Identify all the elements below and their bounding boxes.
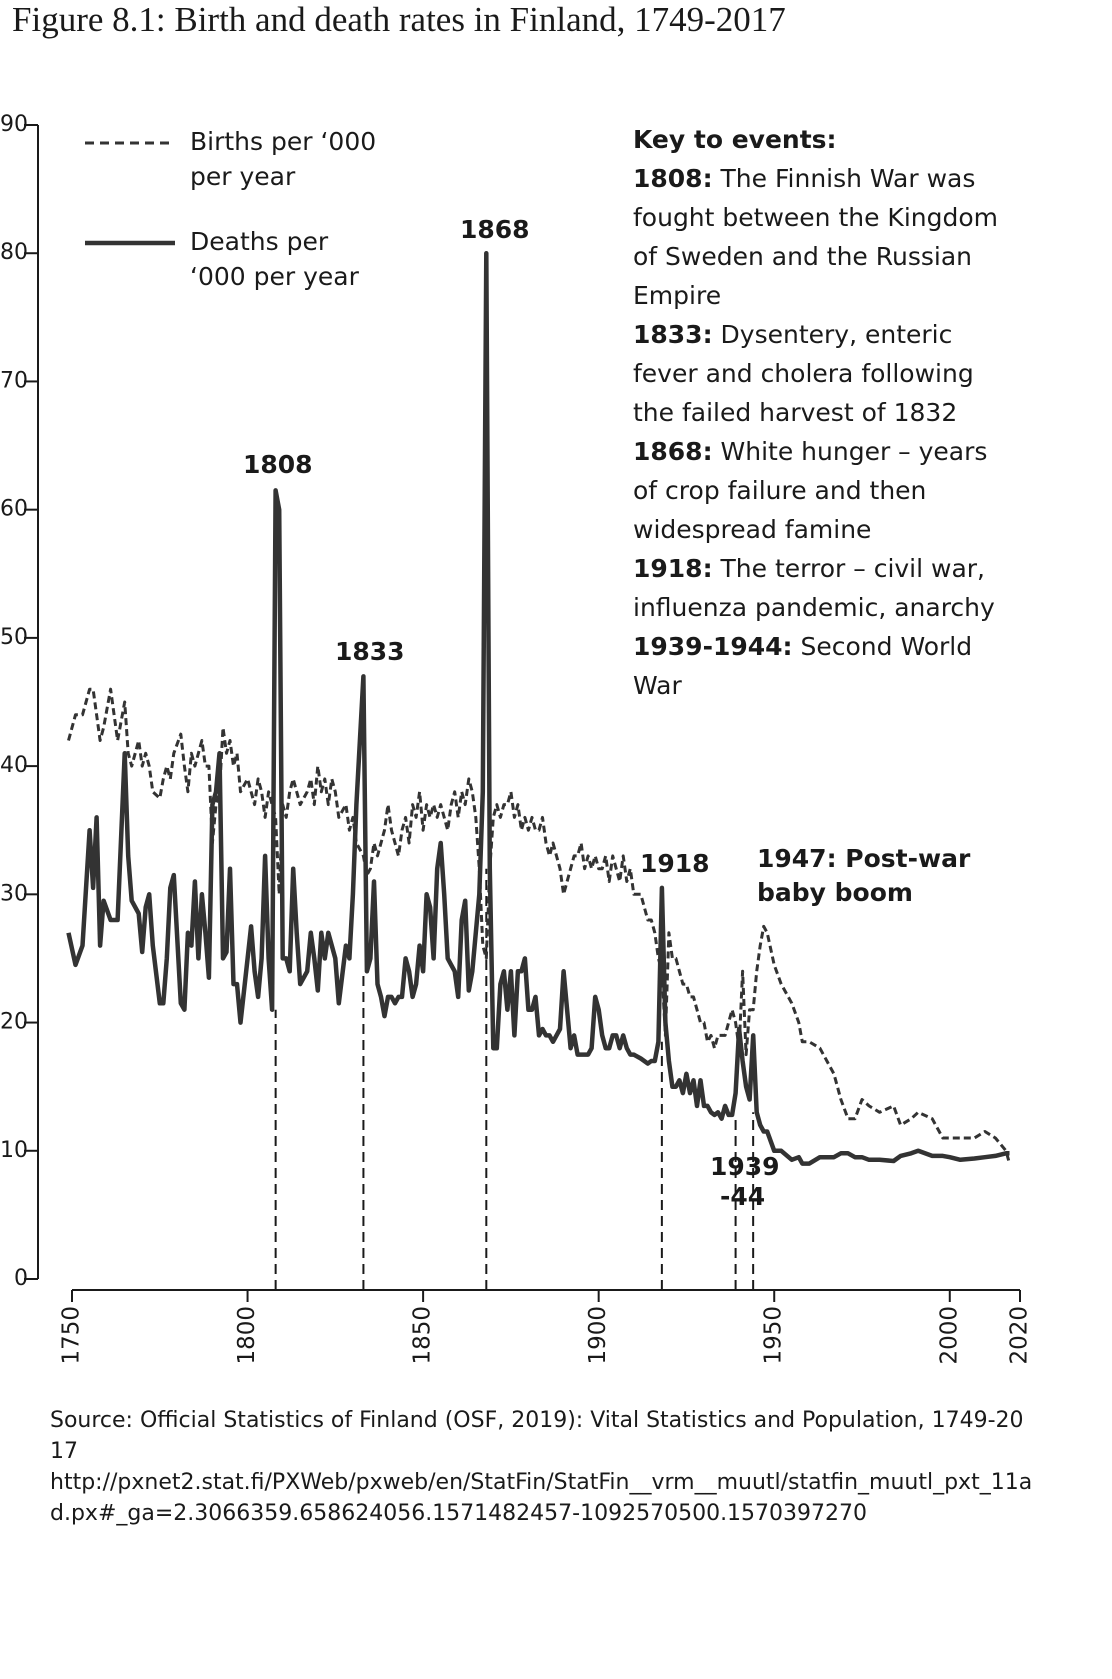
key-item-text: The Finnish War was fought between the K… <box>633 164 999 310</box>
key-item-text: White hunger – years of crop failure and… <box>633 437 988 544</box>
births-line <box>67 687 1011 1164</box>
key-item-label: 1833: <box>633 320 713 349</box>
key-item-text: The terror – civil war, influenza pandem… <box>633 554 995 622</box>
x-tick-label: 1800 <box>234 1306 260 1365</box>
y-tick-label: 90 <box>0 112 28 137</box>
y-tick-label: 50 <box>0 625 28 650</box>
source-url: http://pxnet2.stat.fi/PXWeb/pxweb/en/Sta… <box>50 1470 1033 1526</box>
x-tick-label: 1950 <box>761 1306 787 1365</box>
x-tick-label: 1750 <box>59 1306 85 1365</box>
y-tick-label: 80 <box>0 240 28 265</box>
source-text: Source: Official Statistics of Finland (… <box>50 1408 1024 1464</box>
key-item: 1833: Dysentery, enteric fever and chole… <box>633 315 1013 432</box>
x-tick-label: 1900 <box>585 1306 611 1365</box>
chart: 0 10 20 30 40 50 60 70 80 90 1750 1800 1850 1900 1950 2… <box>0 112 1033 1365</box>
annotation: -44 <box>720 1182 766 1211</box>
key-item-label: 1939-1944: <box>633 632 793 661</box>
key-item: 1868: White hunger – years of crop failu… <box>633 432 1013 549</box>
y-tick-label: 30 <box>0 881 28 906</box>
key-title: Key to events: <box>633 125 837 154</box>
annotation: 1939 <box>710 1152 780 1181</box>
key-item: 1808: The Finnish War was fought between… <box>633 159 1013 315</box>
y-tick-label: 70 <box>0 368 28 393</box>
key-item-text: Dysentery, enteric fever and cholera fol… <box>633 320 974 427</box>
annotation: 1918 <box>640 849 710 878</box>
y-tick-label: 20 <box>0 1010 28 1035</box>
source-note: Source: Official Statistics of Finland (… <box>50 1405 1035 1529</box>
key-item-label: 1808: <box>633 164 713 193</box>
legend-label: Deaths per ‘000 per year <box>190 227 359 291</box>
y-tick-label: 40 <box>0 753 28 778</box>
chart-title: Figure 8.1: Birth and death rates in Fin… <box>12 0 786 39</box>
y-tick-label: 10 <box>0 1138 28 1163</box>
event-key: Key to events: 1808: The Finnish War was… <box>633 120 1013 705</box>
annotation: 1808 <box>243 450 313 479</box>
x-tick-label: 1850 <box>410 1306 436 1365</box>
y-tick-label: 0 <box>14 1266 28 1291</box>
key-item-label: 1868: <box>633 437 713 466</box>
legend-label: Births per ‘000 per year <box>190 127 377 191</box>
key-item: 1918: The terror – civil war, influenza … <box>633 549 1013 627</box>
x-tick-label: 2000 <box>936 1306 962 1365</box>
annotation: 1947: Post-war <box>757 844 971 873</box>
deaths-line <box>66 250 1010 1166</box>
key-items: 1808: The Finnish War was fought between… <box>633 159 1013 705</box>
key-item: 1939-1944: Second World War <box>633 627 1013 705</box>
annotation: 1868 <box>460 215 530 244</box>
annotation: baby boom <box>757 878 913 907</box>
annotation: 1833 <box>335 637 405 666</box>
key-item-label: 1918: <box>633 554 713 583</box>
key-item-text: Second World War <box>633 632 973 700</box>
x-tick-label: 2020 <box>1007 1306 1033 1365</box>
y-tick-label: 60 <box>0 497 28 522</box>
